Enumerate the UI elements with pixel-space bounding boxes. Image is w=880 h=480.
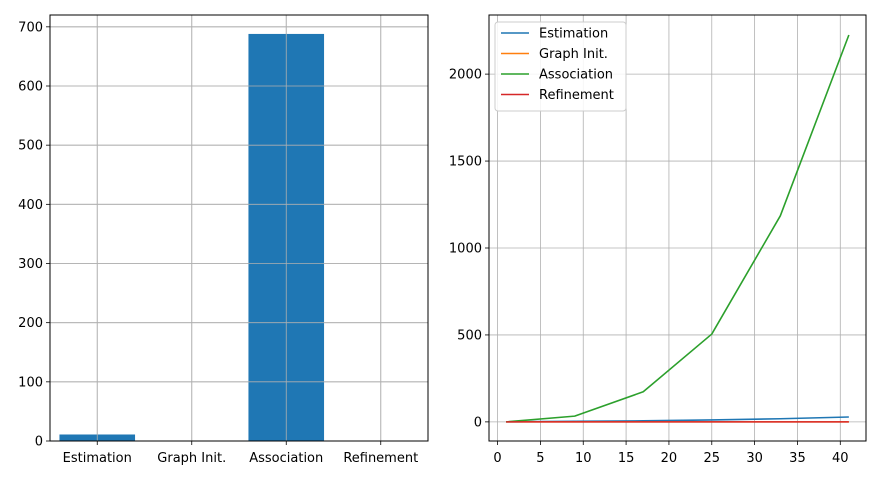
bar-x-tick-label: Association xyxy=(249,451,323,466)
bar-chart-y-ticks: 0 100 200 300 400 500 600 700 xyxy=(18,20,50,450)
bar-y-tick-label: 700 xyxy=(18,20,43,35)
bar-y-tick-label: 300 xyxy=(18,257,43,272)
bar-chart-panel: Estimation Graph Init. Association Refineme… xyxy=(18,14,429,466)
line-x-tick-label: 0 xyxy=(493,451,501,466)
line-chart-frame xyxy=(488,14,867,442)
line-x-tick-label: 15 xyxy=(618,451,635,466)
bar-x-tick-label: Estimation xyxy=(63,451,132,466)
series-line-association xyxy=(506,34,850,423)
bar-y-tick-label: 0 xyxy=(35,435,43,450)
bar-y-tick-label: 100 xyxy=(18,375,43,390)
line-y-tick-label: 500 xyxy=(457,328,482,343)
bar-x-tick-label: Refinement xyxy=(343,451,418,466)
line-x-tick-label: 5 xyxy=(536,451,544,466)
legend-label: Graph Init. xyxy=(539,47,608,62)
line-x-tick-label: 35 xyxy=(789,451,806,466)
line-x-tick-label: 40 xyxy=(832,451,849,466)
legend-label: Estimation xyxy=(539,27,608,42)
line-chart-legend: Estimation Graph Init. Association Refineme… xyxy=(494,21,627,112)
bar-y-tick-label: 200 xyxy=(18,316,43,331)
line-chart-x-ticks: 0 5 10 15 20 25 30 35 40 xyxy=(493,441,849,466)
line-x-tick-label: 10 xyxy=(575,451,592,466)
legend-label: Refinement xyxy=(539,88,614,103)
line-y-tick-label: 2000 xyxy=(449,68,482,83)
line-chart-y-ticks: 0 500 1000 1500 2000 xyxy=(449,68,489,430)
bar-y-tick-label: 600 xyxy=(18,80,43,95)
bar-chart-frame xyxy=(49,14,429,442)
legend-label: Association xyxy=(539,68,613,83)
bar-chart-bars xyxy=(50,15,428,442)
line-x-tick-label: 30 xyxy=(746,451,763,466)
bar-y-tick-label: 400 xyxy=(18,198,43,213)
line-y-tick-label: 0 xyxy=(474,415,482,430)
line-chart-series xyxy=(506,34,850,423)
line-chart-panel: 0 5 10 15 20 25 30 35 40 0 500 1000 1500 2000 Estima… xyxy=(449,14,867,466)
legend-box xyxy=(494,21,627,112)
bar-x-tick-label: Graph Init. xyxy=(157,451,226,466)
line-x-tick-label: 20 xyxy=(661,451,678,466)
bar-chart-x-ticks: Estimation Graph Init. Association Refineme… xyxy=(63,441,418,466)
line-x-tick-label: 25 xyxy=(703,451,720,466)
bar-y-tick-label: 500 xyxy=(18,139,43,154)
line-y-tick-label: 1000 xyxy=(449,241,482,256)
line-y-tick-label: 1500 xyxy=(449,155,482,170)
